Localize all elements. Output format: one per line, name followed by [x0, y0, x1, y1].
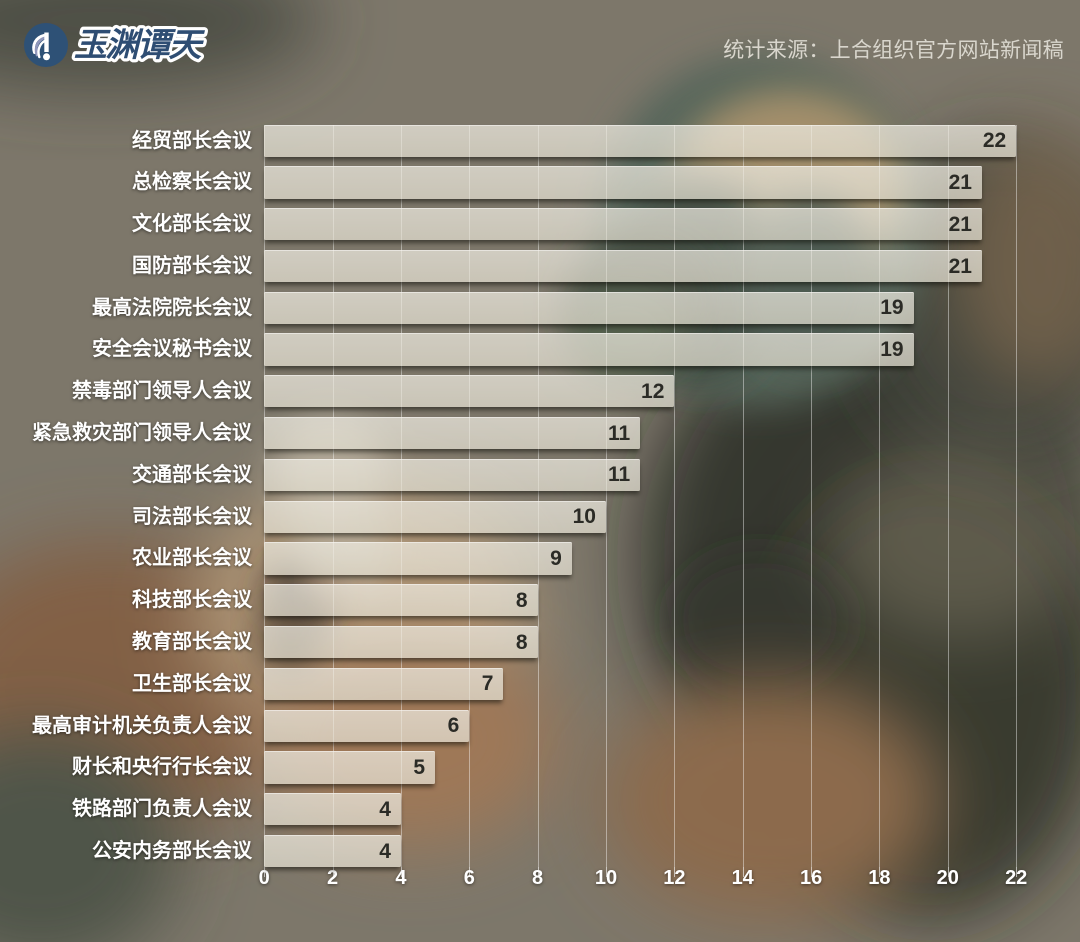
- svg-text:玉渊谭天: 玉渊谭天: [74, 26, 206, 63]
